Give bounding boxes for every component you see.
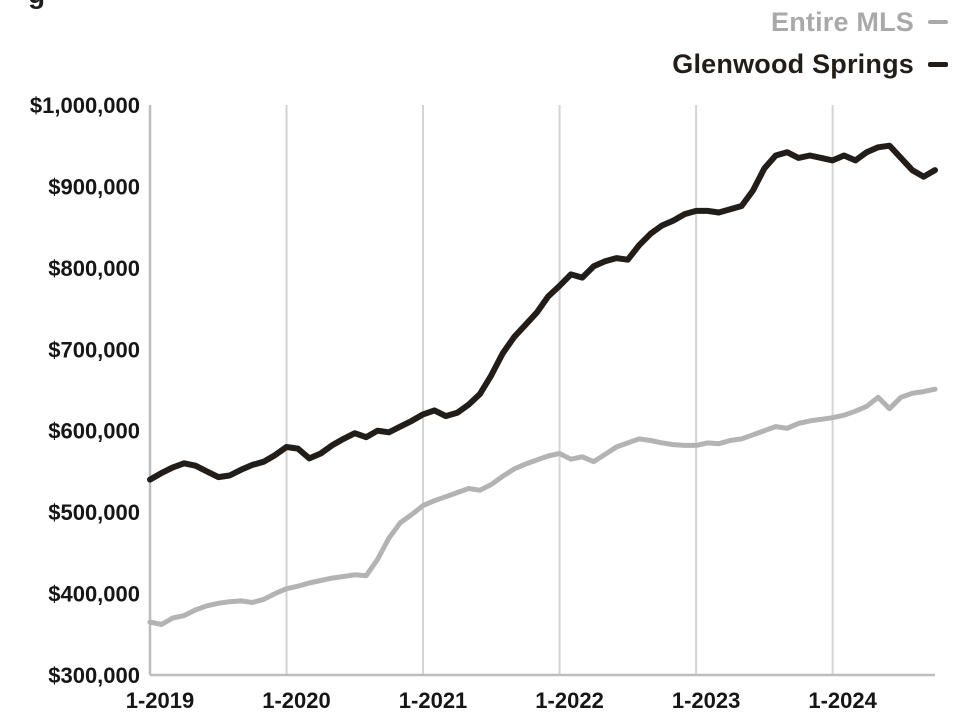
legend-line-glenwood-springs-icon — [928, 61, 948, 67]
series-line-entire-mls — [147, 386, 938, 627]
legend-item-entire-mls: Entire MLS — [672, 4, 948, 40]
x-tick-label: 1-2020 — [262, 688, 331, 713]
legend-line-entire-mls-icon — [928, 20, 948, 24]
legend-label-glenwood-springs: Glenwood Springs — [672, 48, 914, 79]
y-tick-label: $600,000 — [48, 419, 140, 444]
cropped-title-fragment: g — [28, 0, 45, 9]
y-tick-label: $800,000 — [48, 256, 140, 281]
y-tick-label: $400,000 — [48, 582, 140, 607]
x-tick-label: 1-2019 — [126, 688, 195, 713]
legend-label-entire-mls: Entire MLS — [770, 6, 914, 37]
cropped-title-text: g — [28, 0, 45, 9]
series-line-glenwood-springs — [147, 142, 938, 483]
chart-legend: Entire MLS Glenwood Springs — [672, 4, 948, 88]
y-tick-label: $900,000 — [48, 174, 140, 199]
x-tick-label: 1-2023 — [672, 688, 741, 713]
y-tick-label: $1,000,000 — [30, 93, 140, 118]
y-tick-label: $700,000 — [48, 337, 140, 362]
legend-item-glenwood-springs: Glenwood Springs — [672, 46, 948, 82]
x-tick-label: 1-2021 — [399, 688, 468, 713]
y-tick-label: $300,000 — [48, 663, 140, 688]
x-tick-label: 1-2022 — [535, 688, 604, 713]
y-tick-label: $500,000 — [48, 500, 140, 525]
x-tick-label: 1-2024 — [808, 688, 877, 713]
